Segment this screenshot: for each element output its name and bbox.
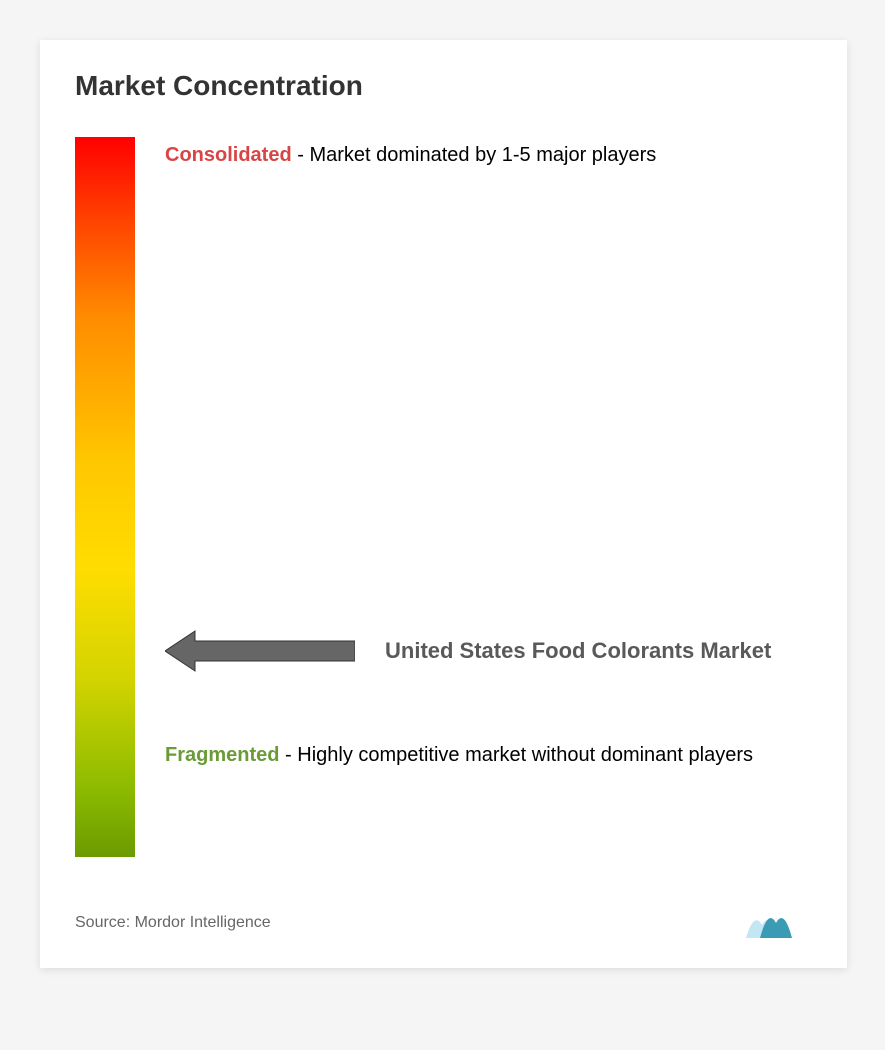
company-logo-icon — [742, 903, 812, 943]
consolidated-description: Consolidated - Market dominated by 1-5 m… — [165, 137, 792, 173]
market-indicator: United States Food Colorants Market — [165, 627, 771, 675]
source-attribution: Source: Mordor Intelligence — [75, 914, 271, 932]
infographic-panel: Market Concentration — [40, 40, 847, 968]
description-area: Consolidated - Market dominated by 1-5 m… — [135, 137, 812, 857]
footer: Source: Mordor Intelligence — [75, 903, 812, 943]
consolidated-text: - Market dominated by 1-5 major players — [297, 144, 656, 166]
market-name-label: United States Food Colorants Market — [385, 636, 771, 667]
page-title: Market Concentration — [75, 70, 812, 102]
main-content: Consolidated - Market dominated by 1-5 m… — [75, 137, 812, 857]
consolidated-label: Consolidated — [165, 144, 292, 166]
concentration-gradient-bar — [75, 137, 135, 857]
fragmented-label: Fragmented — [165, 744, 279, 766]
fragmented-text: - Highly competitive market without domi… — [285, 744, 753, 766]
arrow-icon — [165, 627, 355, 675]
fragmented-description: Fragmented - Highly competitive market w… — [165, 737, 792, 773]
